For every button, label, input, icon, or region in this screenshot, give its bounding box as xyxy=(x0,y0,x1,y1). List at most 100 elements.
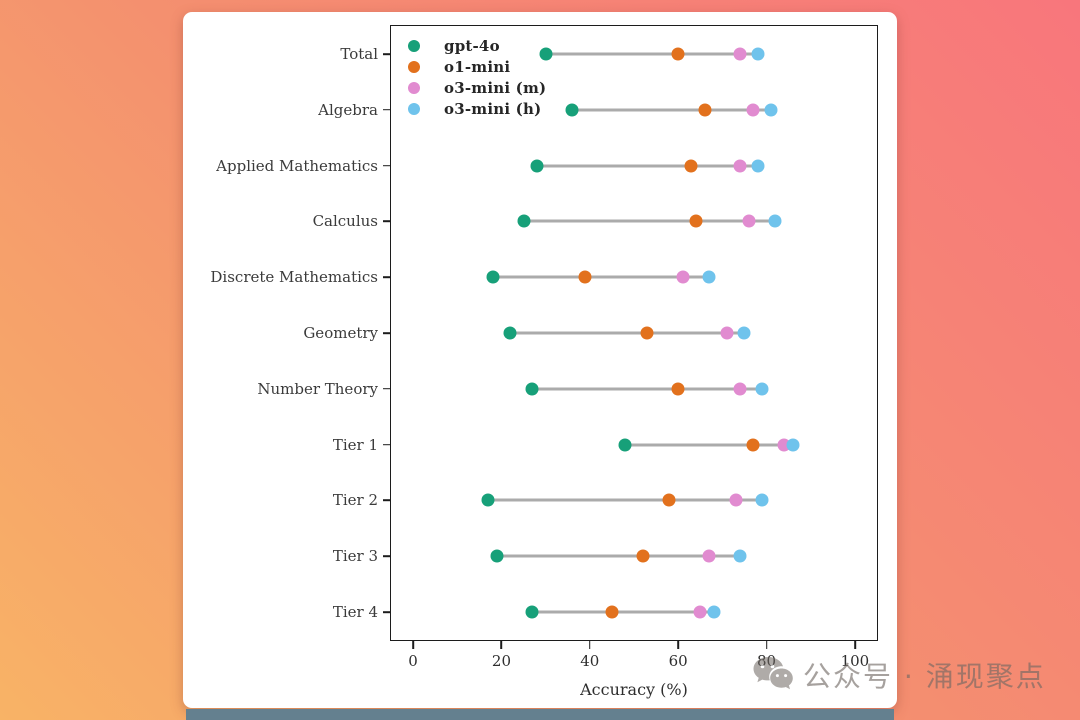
dot-o1-mini xyxy=(636,549,650,563)
dot-o3-mini-m xyxy=(733,159,747,173)
chart-row: Discrete Mathematics xyxy=(210,249,877,305)
dot-gpt-4o xyxy=(539,47,553,61)
dot-gpt-4o xyxy=(618,438,632,452)
y-tick-mark xyxy=(383,164,391,167)
dot-o3-mini-h xyxy=(737,326,751,340)
x-tick-mark xyxy=(765,641,768,649)
connector-line xyxy=(510,331,745,335)
x-tick-mark xyxy=(589,641,591,649)
dot-o3-mini-m xyxy=(720,326,734,340)
y-tick-mark xyxy=(383,332,391,334)
dot-o1-mini xyxy=(746,438,760,452)
dot-o1-mini xyxy=(671,382,685,396)
connector-line xyxy=(492,275,710,279)
legend: gpt-4o o1-mini o3-mini (m) o3-mini (h) xyxy=(401,35,546,119)
plot-area: gpt-4o o1-mini o3-mini (m) o3-mini (h) Tota… xyxy=(210,25,878,699)
watermark: 公众号 · 涌现聚点 xyxy=(752,655,1046,695)
category-label: Algebra xyxy=(318,100,378,119)
category-label: Number Theory xyxy=(257,379,378,398)
y-tick-mark xyxy=(383,387,391,390)
category-label: Tier 4 xyxy=(332,603,378,622)
dot-o1-mini xyxy=(684,159,698,173)
dot-o3-mini-m xyxy=(693,605,707,619)
y-tick-mark xyxy=(383,108,391,111)
category-label: Geometry xyxy=(303,323,378,342)
legend-item: o1-mini xyxy=(401,56,546,77)
category-label: Discrete Mathematics xyxy=(210,268,378,287)
connector-line xyxy=(523,219,776,223)
x-tick-mark xyxy=(854,641,856,649)
chart-card: gpt-4o o1-mini o3-mini (m) o3-mini (h) Tota… xyxy=(183,12,897,708)
chart-row: Geometry xyxy=(303,305,877,361)
category-label: Tier 1 xyxy=(332,435,378,454)
y-tick-mark xyxy=(383,443,391,446)
y-tick-mark xyxy=(383,611,391,613)
dot-o3-mini-m xyxy=(733,47,747,61)
wechat-icon xyxy=(753,657,793,690)
dot-gpt-4o xyxy=(565,103,579,117)
connector-line xyxy=(532,610,714,614)
dot-o3-mini-h xyxy=(751,47,765,61)
category-label: Total xyxy=(340,44,378,63)
connector-line xyxy=(532,387,763,391)
chart-row: Calculus xyxy=(313,193,877,249)
dot-o3-mini-h xyxy=(707,605,721,619)
dot-o3-mini-h xyxy=(733,549,747,563)
x-tick-mark xyxy=(412,641,414,649)
x-tick-label: 40 xyxy=(580,652,600,670)
legend-label: gpt-4o xyxy=(444,36,500,55)
dot-o3-mini-h xyxy=(751,159,765,173)
category-label: Tier 2 xyxy=(332,491,378,510)
watermark-text: 公众号 · 涌现聚点 xyxy=(803,660,1046,693)
dot-o1-mini xyxy=(698,103,712,117)
chart-row: Tier 3 xyxy=(333,528,877,584)
x-tick-label: 60 xyxy=(668,652,688,670)
legend-marker xyxy=(408,81,420,94)
dot-o3-mini-h xyxy=(755,493,769,507)
x-tick-label: 20 xyxy=(491,652,511,670)
dot-o1-mini xyxy=(605,605,619,619)
x-tick-mark xyxy=(500,641,503,649)
dot-o3-mini-h xyxy=(702,270,716,284)
chart-row: Number Theory xyxy=(257,361,877,417)
legend-marker xyxy=(408,102,420,115)
x-tick-label: 100 xyxy=(840,652,870,670)
dot-gpt-4o xyxy=(525,605,539,619)
chart-row: Algebra xyxy=(318,82,877,138)
dot-o1-mini xyxy=(640,326,654,340)
dot-gpt-4o xyxy=(530,159,544,173)
chart-row: Tier 4 xyxy=(333,584,877,640)
y-tick-mark xyxy=(383,220,391,223)
chart-rows: Total Algebra Applied Mathematics Calculus D… xyxy=(210,26,877,640)
category-label: Calculus xyxy=(312,212,378,231)
dot-o1-mini xyxy=(671,47,685,61)
chart-row: Tier 2 xyxy=(333,473,877,529)
chart-row: Tier 1 xyxy=(333,417,877,473)
legend-label: o3-mini (h) xyxy=(444,99,542,118)
chart-row: Total xyxy=(340,26,877,82)
dot-gpt-4o xyxy=(517,214,531,228)
dot-o3-mini-m xyxy=(676,270,690,284)
connector-line xyxy=(488,498,763,502)
legend-item: gpt-4o xyxy=(401,35,546,56)
dot-o3-mini-m xyxy=(746,103,760,117)
y-tick-mark xyxy=(383,499,391,502)
legend-label: o3-mini (m) xyxy=(444,78,547,97)
dot-o3-mini-h xyxy=(768,214,782,228)
x-tick-label: 0 xyxy=(408,652,418,670)
dot-o1-mini xyxy=(578,270,592,284)
connector-line xyxy=(625,443,794,447)
chart-row: Applied Mathematics xyxy=(216,138,877,194)
dot-o1-mini xyxy=(689,214,703,228)
dot-gpt-4o xyxy=(481,493,495,507)
connector-line xyxy=(497,554,741,558)
legend-item: o3-mini (h) xyxy=(401,98,546,119)
category-label: Applied Mathematics xyxy=(216,156,378,175)
legend-marker xyxy=(408,39,420,52)
dot-o3-mini-m xyxy=(733,382,747,396)
y-tick-mark xyxy=(383,555,391,558)
dot-gpt-4o xyxy=(503,326,517,340)
dot-o3-mini-m xyxy=(702,549,716,563)
dot-o3-mini-h xyxy=(755,382,769,396)
x-tick-mark xyxy=(677,641,679,649)
